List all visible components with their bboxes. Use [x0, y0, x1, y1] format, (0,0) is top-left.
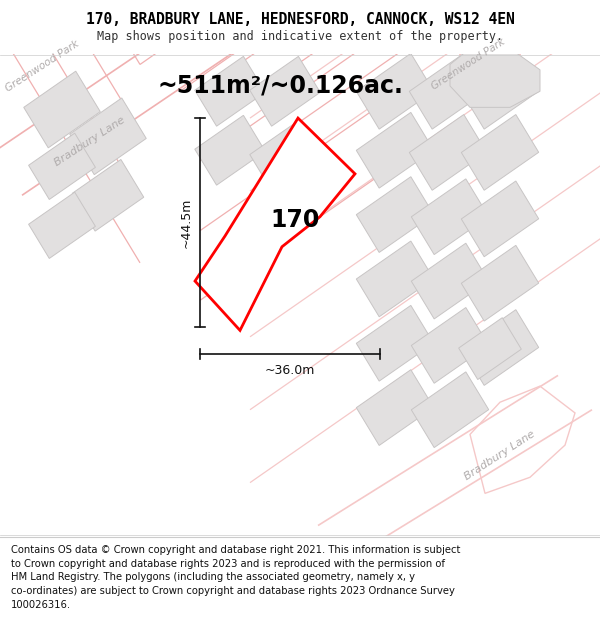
Text: 170, BRADBURY LANE, HEDNESFORD, CANNOCK, WS12 4EN: 170, BRADBURY LANE, HEDNESFORD, CANNOCK,… — [86, 12, 514, 27]
Polygon shape — [195, 118, 355, 331]
Polygon shape — [195, 56, 265, 126]
Polygon shape — [458, 318, 521, 379]
Polygon shape — [412, 179, 488, 254]
Polygon shape — [409, 114, 487, 190]
Polygon shape — [356, 370, 434, 446]
Text: Contains OS data © Crown copyright and database right 2021. This information is : Contains OS data © Crown copyright and d… — [11, 545, 460, 609]
Polygon shape — [461, 114, 539, 190]
Text: Bradbury Lane: Bradbury Lane — [53, 115, 127, 168]
Polygon shape — [356, 112, 434, 188]
Polygon shape — [0, 0, 255, 199]
Polygon shape — [29, 192, 95, 259]
Polygon shape — [461, 309, 539, 386]
Polygon shape — [195, 116, 265, 185]
Polygon shape — [461, 246, 539, 321]
Polygon shape — [250, 56, 320, 126]
Polygon shape — [450, 48, 540, 108]
Polygon shape — [72, 159, 144, 231]
Polygon shape — [29, 133, 95, 199]
Polygon shape — [356, 177, 434, 252]
Polygon shape — [412, 372, 488, 448]
Polygon shape — [412, 243, 488, 319]
Polygon shape — [320, 373, 590, 558]
Polygon shape — [356, 306, 434, 381]
Polygon shape — [461, 53, 539, 129]
Polygon shape — [24, 71, 100, 148]
Text: ~44.5m: ~44.5m — [179, 198, 193, 248]
Text: Bradbury Lane: Bradbury Lane — [463, 429, 537, 483]
Text: Greenwood Park: Greenwood Park — [430, 37, 506, 92]
Polygon shape — [250, 121, 320, 191]
Polygon shape — [70, 98, 146, 174]
Polygon shape — [356, 53, 434, 129]
Text: Map shows position and indicative extent of the property.: Map shows position and indicative extent… — [97, 30, 503, 43]
Polygon shape — [461, 181, 539, 257]
Polygon shape — [412, 308, 488, 383]
Polygon shape — [470, 386, 575, 493]
Polygon shape — [356, 241, 434, 317]
Text: 170: 170 — [271, 208, 320, 232]
Text: Greenwood Park: Greenwood Park — [4, 39, 80, 94]
Text: ~511m²/~0.126ac.: ~511m²/~0.126ac. — [157, 74, 403, 98]
Polygon shape — [409, 53, 487, 129]
Text: ~36.0m: ~36.0m — [265, 364, 315, 376]
